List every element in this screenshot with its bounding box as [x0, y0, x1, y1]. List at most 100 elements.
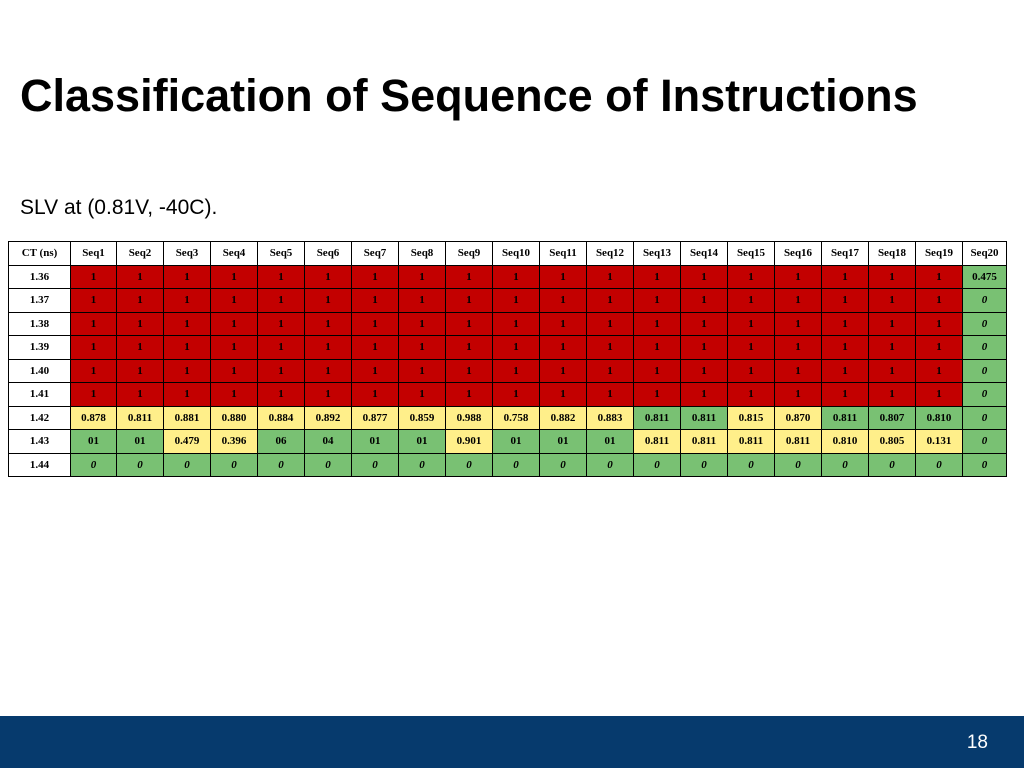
table-cell: 0 — [539, 452, 587, 477]
table-cell: 1 — [116, 382, 164, 407]
table-cell: 1 — [492, 311, 540, 336]
table-cell: 0 — [962, 429, 1007, 454]
table-cell: 1 — [257, 358, 305, 383]
table-cell: 0.811 — [633, 405, 681, 430]
table-cell: 1 — [492, 335, 540, 360]
header-seq: Seq10 — [492, 241, 540, 266]
table-cell: 0.811 — [727, 429, 775, 454]
slide-title: Classification of Sequence of Instructio… — [20, 70, 918, 121]
table-cell: 1 — [539, 264, 587, 289]
table-cell: 1 — [70, 288, 117, 313]
header-seq: Seq1 — [70, 241, 117, 266]
table-cell: 1 — [351, 335, 399, 360]
table-cell: 04 — [304, 429, 352, 454]
table-cell: 1 — [351, 382, 399, 407]
table-cell: 0 — [70, 452, 117, 477]
table-cell: 0.811 — [680, 429, 728, 454]
table-cell: 1 — [586, 358, 634, 383]
table-cell: 1 — [633, 358, 681, 383]
table-cell: 1 — [633, 264, 681, 289]
table-cell: 01 — [539, 429, 587, 454]
table-cell: 0.396 — [210, 429, 258, 454]
header-seq: Seq2 — [116, 241, 164, 266]
table-cell: 1 — [539, 358, 587, 383]
header-seq: Seq7 — [351, 241, 399, 266]
table-cell: 1 — [398, 311, 446, 336]
row-ct-value: 1.44 — [8, 452, 71, 477]
table-cell: 1 — [727, 382, 775, 407]
table-cell: 0 — [398, 452, 446, 477]
table-cell: 1 — [210, 382, 258, 407]
table-cell: 1 — [445, 264, 493, 289]
row-ct-value: 1.43 — [8, 429, 71, 454]
table-cell: 1 — [868, 358, 916, 383]
table-cell: 1 — [445, 335, 493, 360]
header-seq: Seq15 — [727, 241, 775, 266]
table-cell: 1 — [821, 311, 869, 336]
header-seq: Seq11 — [539, 241, 587, 266]
table-cell: 1 — [492, 382, 540, 407]
table-cell: 0.811 — [680, 405, 728, 430]
table-cell: 1 — [398, 358, 446, 383]
table-cell: 1 — [492, 264, 540, 289]
table-cell: 0 — [962, 452, 1007, 477]
table-cell: 0 — [962, 405, 1007, 430]
table-cell: 1 — [257, 335, 305, 360]
table-cell: 1 — [116, 264, 164, 289]
table-cell: 1 — [915, 311, 963, 336]
table-cell: 1 — [680, 311, 728, 336]
table-cell: 1 — [539, 382, 587, 407]
table-cell: 0.882 — [539, 405, 587, 430]
table-row: 1.43 01 01 0.479 0.396 06 04 01 01 0.901 01 01 01 0.8… — [8, 429, 1007, 454]
table-cell: 1 — [163, 358, 211, 383]
table-cell: 0.859 — [398, 405, 446, 430]
table-row: 1.41 1 1 1 1 1 1 1 1 1 1 1 1 1 1 1 1 1 1 1 0 — [8, 382, 1007, 407]
table-cell: 0 — [774, 452, 822, 477]
table-cell: 1 — [680, 358, 728, 383]
table-cell: 0.811 — [774, 429, 822, 454]
table-cell: 1 — [398, 335, 446, 360]
table-cell: 1 — [821, 358, 869, 383]
table-cell: 1 — [727, 264, 775, 289]
page-number: 18 — [966, 732, 988, 753]
table-cell: 1 — [915, 288, 963, 313]
table-cell: 1 — [445, 288, 493, 313]
table-cell: 1 — [727, 311, 775, 336]
table-cell: 1 — [727, 358, 775, 383]
table-cell: 1 — [774, 335, 822, 360]
table-cell: 01 — [398, 429, 446, 454]
table-cell: 0.884 — [257, 405, 305, 430]
table-cell: 01 — [351, 429, 399, 454]
row-ct-value: 1.42 — [8, 405, 71, 430]
table-row: 1.37 1 1 1 1 1 1 1 1 1 1 1 1 1 1 1 1 1 1 1 0 — [8, 288, 1007, 313]
table-cell: 0.883 — [586, 405, 634, 430]
table-cell: 1 — [351, 311, 399, 336]
table-cell: 1 — [351, 288, 399, 313]
table-cell: 0.988 — [445, 405, 493, 430]
table-cell: 1 — [633, 335, 681, 360]
row-ct-value: 1.39 — [8, 335, 71, 360]
table-cell: 1 — [116, 335, 164, 360]
table-cell: 1 — [210, 264, 258, 289]
table-cell: 0 — [163, 452, 211, 477]
table-cell: 1 — [70, 382, 117, 407]
table-cell: 1 — [70, 358, 117, 383]
table-cell: 1 — [398, 382, 446, 407]
header-seq: Seq18 — [868, 241, 916, 266]
table-row: 1.38 1 1 1 1 1 1 1 1 1 1 1 1 1 1 1 1 1 1 1 0 — [8, 311, 1007, 336]
table-cell: 1 — [70, 264, 117, 289]
table-cell: 1 — [445, 382, 493, 407]
table-cell: 0.815 — [727, 405, 775, 430]
table-cell: 0 — [633, 452, 681, 477]
table-header-row: CT (ns) Seq1 Seq2 Seq3 Seq4 Seq5 Seq6 Seq7 Seq8… — [8, 241, 1007, 266]
table-cell: 0.870 — [774, 405, 822, 430]
table-cell: 1 — [398, 288, 446, 313]
table-cell: 0.811 — [116, 405, 164, 430]
table-cell: 0.811 — [633, 429, 681, 454]
header-seq: Seq17 — [821, 241, 869, 266]
table-cell: 01 — [116, 429, 164, 454]
table-cell: 1 — [586, 264, 634, 289]
table-cell: 0.810 — [821, 429, 869, 454]
table-cell: 06 — [257, 429, 305, 454]
table-cell: 0 — [116, 452, 164, 477]
